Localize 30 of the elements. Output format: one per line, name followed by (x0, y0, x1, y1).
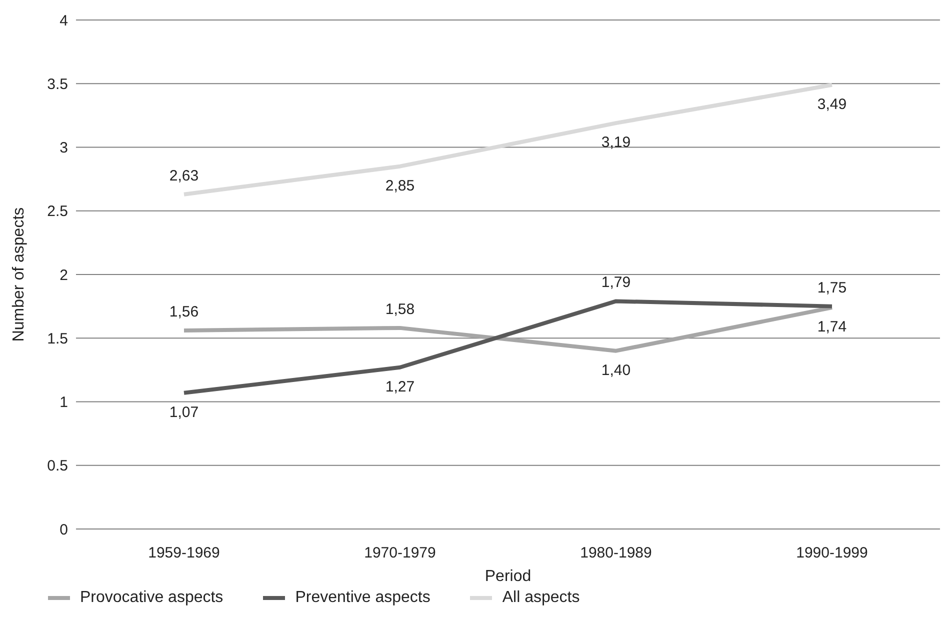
x-tick-label: 1970-1979 (364, 544, 436, 562)
data-label: 1,75 (817, 279, 847, 296)
x-axis-title: Period (484, 568, 532, 585)
x-tick-label: 1959-1969 (148, 544, 220, 562)
legend-label: Provocative aspects (80, 589, 224, 607)
x-tick-label: 1990-1999 (796, 544, 868, 562)
data-label: 1,74 (817, 318, 847, 336)
data-label: 1,27 (385, 378, 415, 396)
data-label: 3,49 (817, 96, 847, 113)
y-tick-label: 2.5 (47, 203, 68, 220)
legend-label: Preventive aspects (295, 589, 430, 607)
y-tick-label: 3.5 (47, 76, 68, 93)
data-label: 2,63 (169, 167, 199, 184)
y-tick-label: 3 (60, 140, 68, 157)
y-tick-label: 1.5 (47, 330, 68, 348)
data-label: 1,40 (601, 362, 631, 379)
y-axis-title: Number of aspects (10, 207, 28, 342)
data-label: 3,19 (601, 134, 631, 152)
y-tick-label: 0.5 (47, 458, 68, 475)
data-label: 1,07 (169, 404, 199, 421)
data-label: 1,79 (601, 274, 631, 292)
data-label: 1,58 (385, 300, 415, 318)
y-tick-label: 1 (60, 394, 68, 412)
data-label: 1,56 (169, 303, 199, 320)
legend-label: All aspects (502, 589, 580, 607)
data-label: 2,85 (385, 177, 415, 194)
y-tick-label: 0 (60, 521, 68, 538)
y-tick-label: 2 (60, 266, 68, 284)
x-tick-label: 1980-1989 (580, 544, 652, 562)
y-tick-label: 4 (60, 12, 68, 30)
